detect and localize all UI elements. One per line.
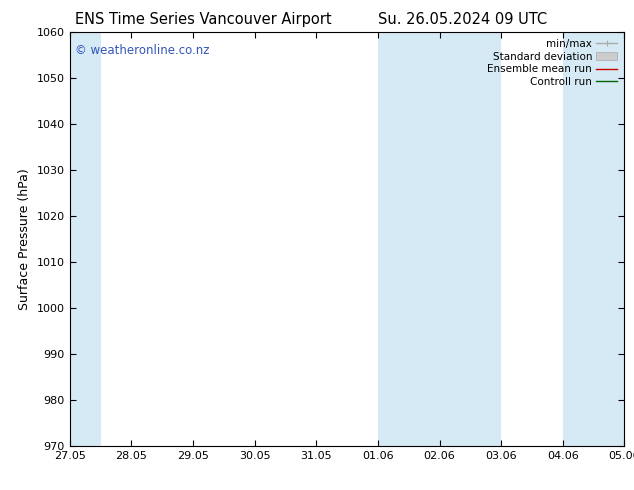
Y-axis label: Surface Pressure (hPa): Surface Pressure (hPa) <box>18 168 31 310</box>
Bar <box>378 32 501 446</box>
Bar <box>563 32 624 446</box>
Text: Su. 26.05.2024 09 UTC: Su. 26.05.2024 09 UTC <box>378 12 547 27</box>
Bar <box>70 32 101 446</box>
Text: © weatheronline.co.nz: © weatheronline.co.nz <box>75 44 210 57</box>
Text: ENS Time Series Vancouver Airport: ENS Time Series Vancouver Airport <box>75 12 331 27</box>
Legend: min/max, Standard deviation, Ensemble mean run, Controll run: min/max, Standard deviation, Ensemble me… <box>486 37 619 89</box>
